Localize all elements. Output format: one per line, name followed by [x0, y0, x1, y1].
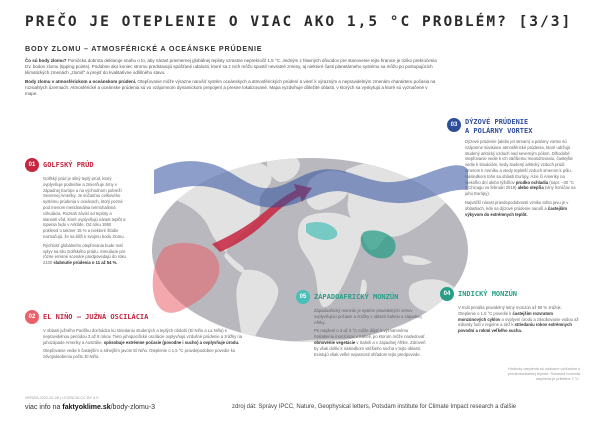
section-body: V oblasti južného Pacifiku dochádza ku s… [43, 328, 248, 360]
highlight-text: striedaniu rokov extrémnych povodní a ro… [458, 322, 572, 334]
text-span: Najväčší nárast pravdepodobnosti vzniku … [465, 199, 569, 211]
link-prefix: viac info na [25, 404, 63, 411]
section-body: Dýzové prúdenie (alebo jet stream) a pol… [465, 139, 577, 217]
link-path: /body-zlomu-3 [110, 404, 155, 411]
version-license: VERZIA 2022-02-28 | LICENCIA CC BY 4.0 [25, 396, 99, 400]
section-paragraph: V oblasti južného Pacifiku dochádza ku s… [43, 328, 248, 345]
section-body: Západoafrický monzún je systém pravideln… [314, 308, 429, 357]
intro-text: Čo sú body zlomu? Pomôcka dobrota deklar… [25, 58, 440, 100]
page-title: PREČO JE OTEPLENIE O VIAC AKO 1,5 °C PRO… [25, 14, 573, 30]
intro-paragraph-2: Otepľovanie môže výrazne narušiť systém … [25, 79, 436, 96]
text-span: V Indii prináša pravidelný letný monzún … [458, 305, 562, 316]
section-west-african-monsoon-header: 05 ZÁPADOAFRICKÝ MONZÚN [296, 290, 431, 304]
section-el-nino-header: 02 EL NIÑO – JUŽNÁ OSCILÁCIA [25, 310, 265, 324]
land-madagascar [360, 279, 367, 297]
section-paragraph: Golfský prúd je silný teplý prúd, ktorý … [43, 176, 126, 239]
highlight-text: obnovenie vegetácie [314, 339, 356, 345]
section-jet-stream: 03 DÝZOVÉ PRÚDENIE A POLÁRNY VORTEX Dýzo… [447, 118, 582, 220]
section-body: Golfský prúd je silný teplý prúd, ktorý … [43, 176, 127, 266]
section-gulf-stream-header: 01 GOLFSKÝ PRÚD [25, 158, 125, 172]
world-map [152, 158, 468, 342]
el-nino-area [152, 242, 220, 313]
page-subtitle: BODY ZLOMU – ATMOSFÉRICKÉ A OCEÁNSKE PRÚ… [25, 44, 263, 53]
section-paragraph-2: Rýchlosť globálneho otepľovania bude mať… [43, 243, 127, 266]
section-indian-monsoon: 04 INDICKÝ MONZÚN V Indii prináša pravid… [440, 287, 585, 337]
intro-lead-1: Čo sú body zlomu? [25, 58, 67, 63]
text-span: a ovplyvní úrodu a zásobovanie vodou až … [458, 316, 579, 328]
highlight-text: prudko ochladia [515, 179, 549, 185]
text-span: (napr. –30 °C v Chicagu vo februári 2019… [465, 179, 575, 191]
highlight-text: spôsobuje extrémne počasie (povodne i su… [103, 339, 240, 345]
land-south-america [236, 269, 279, 342]
section-title-line-1: DÝZOVÉ PRÚDENIE [465, 118, 529, 126]
section-number-badge: 04 [440, 287, 454, 301]
link-domain: faktyoklime.sk [62, 404, 111, 411]
data-source: zdroj dát: Správy IPCC, Nature, Geophysi… [232, 404, 517, 410]
section-title: GOLFSKÝ PRÚD [43, 160, 94, 169]
section-number-badge: 05 [296, 290, 310, 304]
section-title: ZÁPADOAFRICKÝ MONZÚN [314, 292, 399, 301]
land-central-america [224, 252, 245, 273]
section-west-african-monsoon: 05 ZÁPADOAFRICKÝ MONZÚN Západoafrický mo… [296, 290, 431, 360]
section-gulf-stream: 01 GOLFSKÝ PRÚD Golfský prúd je silný te… [25, 158, 127, 269]
more-info-link[interactable]: viac info na faktyoklime.sk/body-zlomu-3 [25, 404, 155, 411]
section-title-line-2: A POLÁRNY VORTEX [465, 126, 533, 135]
highlight-text: slabnutie prúdenia o 11 až 54 %. [53, 260, 118, 266]
section-paragraph-2: Pri oteplení o 3 až 3 °C môže dôjsť k vý… [314, 328, 429, 357]
west-african-monsoon-area [306, 222, 338, 240]
text-span: Dýzové prúdenie (alebo jet stream) a pol… [465, 139, 573, 185]
footnote: Hodnoty oteplenia sú udávané vzhľadom k … [508, 367, 580, 381]
section-indian-monsoon-header: 04 INDICKÝ MONZÚN [440, 287, 585, 301]
land-greenland [267, 158, 300, 182]
section-paragraph-2: Otepľovanie vedie k častejším a silnejší… [43, 348, 236, 360]
highlight-text: častejším rozvratom monzúnových cyklov [458, 310, 554, 322]
text-span: (vlny horúčav na juhu Európy). [465, 185, 576, 197]
highlight-text: častejším výkyvom do extrémnych teplôt. [465, 205, 567, 217]
section-paragraph-2: Najväčší nárast pravdepodobnosti vzniku … [465, 200, 577, 217]
intro-lead-2: Body zlomu v atmosférickom a oceánskom p… [25, 79, 137, 84]
section-number-badge: 01 [25, 158, 39, 172]
intro-paragraph-1: Pomôcka dobrota deklaruje snahu o to, ab… [25, 58, 437, 75]
text-span: Rýchlosť globálneho otepľovania bude mať… [43, 242, 126, 266]
section-el-nino: 02 EL NIÑO – JUŽNÁ OSCILÁCIA V oblasti j… [25, 310, 265, 363]
jet-stream-band [154, 161, 468, 208]
land-indonesia [402, 255, 432, 265]
section-number-badge: 03 [447, 118, 461, 132]
section-paragraph: Západoafrický monzún je systém pravideln… [314, 308, 422, 325]
section-title: INDICKÝ MONZÚN [458, 289, 518, 298]
section-title: DÝZOVÉ PRÚDENIE A POLÁRNY VORTEX [465, 118, 532, 135]
text-span: V oblasti južného Pacifiku dochádza ku s… [43, 328, 243, 345]
text-span: Pri oteplení o 3 až 3 °C môže dôjsť k vý… [314, 328, 425, 340]
indian-monsoon-area [360, 230, 396, 259]
highlight-text: alebo otepľia [517, 185, 544, 191]
text-span: v Saheli a v západnej Afrike. Zároveň by… [314, 339, 426, 357]
section-jet-stream-header: 03 DÝZOVÉ PRÚDENIE A POLÁRNY VORTEX [447, 118, 582, 135]
section-body: V Indii prináša pravidelný letný monzún … [458, 305, 580, 334]
section-number-badge: 02 [25, 310, 39, 324]
section-paragraph: V Indii prináša pravidelný letný monzún … [458, 305, 580, 334]
section-paragraph: Dýzové prúdenie (alebo jet stream) a pol… [465, 139, 577, 197]
section-title: EL NIÑO – JUŽNÁ OSCILÁCIA [43, 312, 149, 321]
